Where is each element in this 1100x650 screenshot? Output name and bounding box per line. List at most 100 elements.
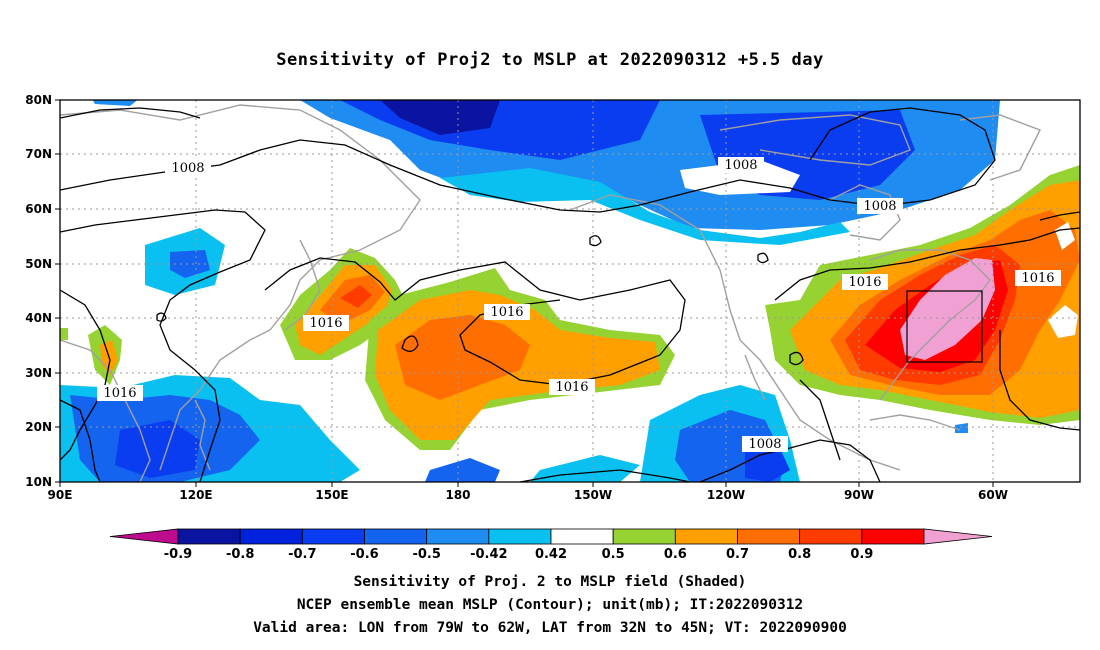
colorbar: -0.9 -0.8 -0.7 -0.6 -0.5 -0.42 0.42 0.5 0.6 0.7 0.… bbox=[109, 528, 993, 562]
colorbar-segment bbox=[301, 528, 365, 545]
lon-label: 120E bbox=[179, 488, 212, 502]
colorbar-segment bbox=[426, 528, 490, 545]
contour-atlantic bbox=[999, 330, 1080, 431]
svg-text:1008: 1008 bbox=[863, 199, 896, 214]
lon-label: 150W bbox=[574, 488, 612, 502]
valid-area-box bbox=[906, 290, 983, 363]
contour-label: 1016 bbox=[549, 379, 595, 395]
negative-region-southwest-deep bbox=[115, 420, 200, 478]
negative-region-arctic-deep bbox=[380, 100, 500, 135]
coastline-caribbean bbox=[869, 414, 961, 431]
colorbar-segment bbox=[674, 528, 738, 545]
caption-line-1: Sensitivity of Proj. 2 to MSLP field (Sh… bbox=[353, 574, 747, 590]
contour-southwest bbox=[60, 399, 101, 482]
lon-label: 90E bbox=[48, 488, 73, 502]
colorbar-label: -0.42 bbox=[470, 547, 507, 562]
caption-line-3: Valid area: LON from 79W to 62W, LAT fro… bbox=[253, 620, 847, 636]
svg-text:1016: 1016 bbox=[555, 380, 588, 395]
lat-label: 40N bbox=[25, 311, 52, 325]
svg-text:1016: 1016 bbox=[848, 275, 881, 290]
colorbar-label: 0.7 bbox=[726, 547, 749, 562]
colorbar-segment bbox=[737, 528, 801, 545]
contour-label: 1008 bbox=[718, 157, 764, 173]
colorbar-segment bbox=[364, 528, 428, 545]
lat-label: 10N bbox=[25, 475, 52, 489]
colorbar-label: 0.42 bbox=[535, 547, 567, 562]
colorbar-segment bbox=[799, 528, 863, 545]
white-gap-alaska bbox=[680, 160, 800, 195]
coastline-japan bbox=[284, 239, 321, 331]
negative-region-central-south bbox=[425, 458, 500, 482]
colorbar-segment bbox=[612, 528, 676, 545]
white-hole-atlantic bbox=[1048, 305, 1078, 338]
coastline-north-america-east bbox=[869, 249, 991, 401]
gridlines bbox=[60, 100, 1080, 482]
contour-1016-west bbox=[60, 209, 266, 482]
lon-label: 150E bbox=[315, 488, 348, 502]
svg-text:1016: 1016 bbox=[103, 386, 136, 401]
coastlines bbox=[60, 104, 1041, 482]
colorbar-segment bbox=[488, 528, 552, 545]
map-frame bbox=[59, 99, 1081, 483]
contour-label: 1016 bbox=[1015, 270, 1061, 286]
contour-label: 1016 bbox=[97, 385, 143, 401]
contour-labels: 1008 1008 1008 1008 1016 1016 1016 1016 bbox=[97, 157, 1061, 452]
contour-east-pacific bbox=[799, 379, 841, 461]
lon-label: 60W bbox=[978, 488, 1008, 502]
contour-small-loop-5 bbox=[789, 351, 804, 366]
coastline-philippines bbox=[194, 399, 211, 471]
contour-label: 1008 bbox=[742, 436, 788, 452]
coastline-arctic-islands bbox=[719, 114, 911, 166]
positive-region-japan-core bbox=[340, 285, 372, 308]
lon-label: 120W bbox=[707, 488, 745, 502]
contour-south-pacific bbox=[519, 469, 691, 482]
negative-region-arctic-sky bbox=[440, 168, 850, 245]
longitude-labels: 90E 120E 150E 180 150W 120W 90W 60W bbox=[48, 488, 1008, 502]
caption-line-2: NCEP ensemble mean MSLP (Contour); unit(… bbox=[296, 597, 804, 613]
contour-1016-pacific bbox=[264, 257, 686, 386]
contour-small-loop-2 bbox=[589, 235, 602, 247]
colorbar-label: 0.9 bbox=[850, 547, 873, 562]
positive-region-far-west bbox=[60, 328, 68, 340]
lat-label: 50N bbox=[25, 257, 52, 271]
contour-small-loop-4 bbox=[156, 312, 167, 322]
contour-1008-north bbox=[60, 107, 996, 213]
positive-region-atlantic-pink bbox=[900, 258, 995, 360]
latitude-labels: 80N 70N 60N 50N 40N 30N 20N 10N bbox=[25, 93, 52, 489]
lat-label: 60N bbox=[25, 202, 52, 216]
negative-region-west bbox=[92, 100, 138, 106]
svg-text:1008: 1008 bbox=[724, 158, 757, 173]
colorbar-label: -0.6 bbox=[350, 547, 378, 562]
contour-label: 1008 bbox=[165, 160, 211, 176]
lat-label: 30N bbox=[25, 366, 52, 380]
svg-text:1016: 1016 bbox=[490, 305, 523, 320]
contour-1008-northwest bbox=[60, 107, 201, 119]
colorbar-label: 0.8 bbox=[788, 547, 811, 562]
sensitivity-shading bbox=[60, 100, 1080, 482]
coastline-greenland bbox=[959, 114, 1041, 181]
contour-small-loop-1 bbox=[401, 335, 419, 352]
negative-region-atlantic-small bbox=[955, 423, 968, 433]
svg-text:1016: 1016 bbox=[1021, 271, 1054, 286]
colorbar-segment bbox=[177, 528, 241, 545]
contour-1016-east bbox=[774, 227, 1080, 301]
colorbar-max-triangle bbox=[923, 528, 993, 545]
lat-label: 70N bbox=[25, 147, 52, 161]
contour-small-loop-3 bbox=[757, 252, 769, 264]
colorbar-label: 0.6 bbox=[664, 547, 687, 562]
negative-region-siberia-core bbox=[170, 250, 210, 278]
colorbar-label: -0.5 bbox=[412, 547, 440, 562]
contour-label: 1016 bbox=[303, 315, 349, 331]
mslp-contours bbox=[60, 107, 1080, 482]
colorbar-segment bbox=[239, 528, 303, 545]
contour-label: 1016 bbox=[842, 274, 888, 290]
lat-label: 20N bbox=[25, 420, 52, 434]
svg-text:1008: 1008 bbox=[748, 437, 781, 452]
contour-atlantic-north bbox=[1039, 211, 1080, 221]
lon-label: 90W bbox=[844, 488, 874, 502]
colorbar-segment bbox=[861, 528, 925, 545]
lon-label: 180 bbox=[445, 488, 470, 502]
svg-text:1016: 1016 bbox=[309, 316, 342, 331]
colorbar-segment bbox=[550, 528, 614, 545]
contour-1008-south bbox=[699, 439, 881, 482]
